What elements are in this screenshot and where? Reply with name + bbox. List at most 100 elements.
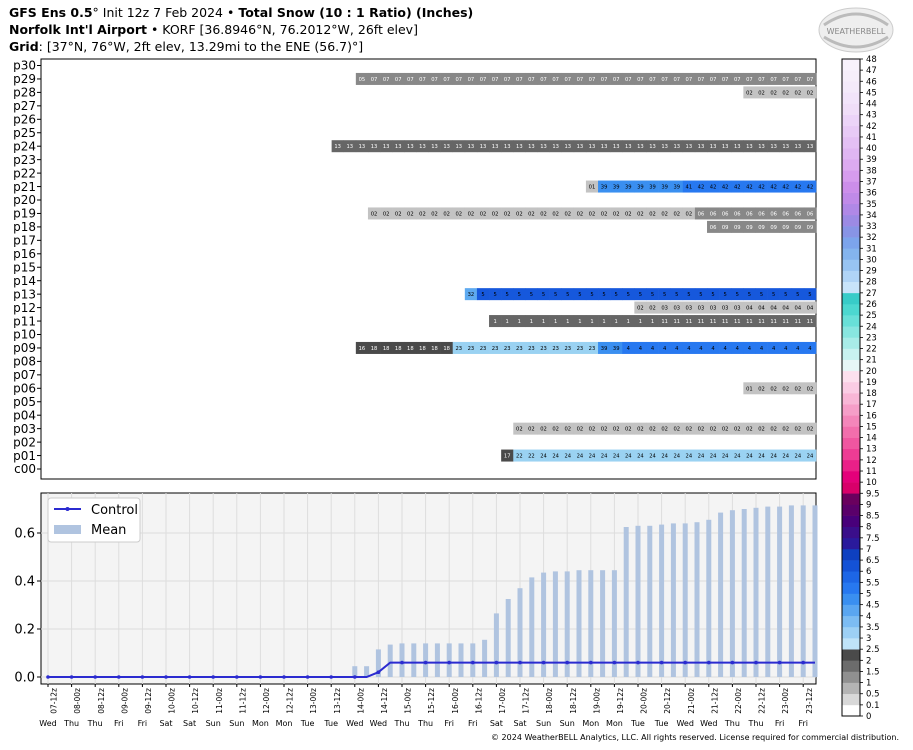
heat-cell-p21-48 (622, 180, 635, 193)
heat-cell-label-p01-39: 22 (516, 454, 523, 460)
heat-cell-label-p01-40: 22 (528, 454, 535, 460)
heat-cell-p19-28 (380, 207, 393, 220)
heat-cell-p09-59 (755, 341, 768, 354)
heat-cell-p19-56 (719, 207, 732, 220)
heat-cell-p21-45 (585, 180, 599, 193)
colorbar-label-22: 22 (866, 345, 877, 355)
day-label: Sat (513, 719, 526, 728)
colorbar-label-1.5: 1.5 (866, 667, 880, 677)
heat-cell-label-p19-36: 02 (480, 211, 487, 217)
colorbar-label-23: 23 (866, 333, 877, 343)
heat-cell-p29-38 (501, 72, 514, 85)
heat-cell-label-p09-36: 23 (480, 346, 487, 352)
mean-bar (576, 570, 582, 677)
heat-cell-p29-32 (428, 72, 441, 85)
heat-cell-label-p01-50: 24 (649, 454, 656, 460)
heat-cell-label-p06-63: 02 (807, 386, 814, 392)
heat-cell-p18-55 (707, 220, 720, 233)
heat-cell-label-p19-46: 02 (601, 211, 608, 217)
heat-cell-label-p24-34: 13 (455, 144, 462, 150)
colorbar-segment-7.5 (842, 526, 860, 539)
heat-cell-label-p11-60: 11 (770, 319, 777, 325)
colorbar-segment-31 (842, 237, 860, 249)
heat-cell-p01-41 (537, 449, 550, 462)
heat-cell-p21-51 (658, 180, 671, 193)
heat-cell-p21-59 (755, 180, 768, 193)
member-label-p23: p23 (13, 153, 36, 167)
heat-cell-label-p01-54: 24 (698, 454, 705, 460)
colorbar-label-4.5: 4.5 (866, 601, 880, 611)
heat-cell-label-p09-35: 23 (468, 346, 475, 352)
mean-bar (364, 666, 370, 677)
heat-cell-p24-41 (537, 140, 550, 153)
heat-cell-label-p21-49: 39 (637, 185, 644, 191)
heat-cell-p13-53 (682, 288, 696, 301)
member-label-p27: p27 (13, 99, 36, 113)
heat-cell-label-p03-53: 02 (686, 427, 693, 433)
heat-cell-p06-63 (803, 382, 817, 395)
heat-cell-p12-54 (694, 301, 708, 314)
colorbar-segment-2.5 (842, 638, 860, 650)
colorbar-label-0.1: 0.1 (866, 701, 880, 711)
heat-cell-p28-62 (791, 86, 805, 99)
heat-cell-label-p29-26: 05 (359, 77, 366, 83)
heat-cell-p24-56 (719, 140, 732, 153)
heat-cell-label-p11-63: 11 (807, 319, 814, 325)
heat-cell-p19-50 (646, 207, 659, 220)
heat-cell-label-p19-38: 02 (504, 211, 511, 217)
colorbar-segment-36 (842, 181, 860, 193)
colorbar-label-24: 24 (866, 322, 877, 332)
heat-cell-p21-62 (791, 180, 805, 193)
heat-cell-p29-43 (561, 72, 575, 85)
colorbar-segment-6 (842, 560, 860, 572)
heat-cell-p13-39 (513, 288, 526, 301)
mean-bar (434, 643, 440, 677)
member-label-p18: p18 (13, 220, 36, 234)
colorbar-label-32: 32 (866, 233, 877, 243)
colorbar-segment-17 (842, 393, 860, 405)
heat-cell-label-p19-48: 02 (625, 211, 632, 217)
heat-cell-label-p19-33: 02 (443, 211, 450, 217)
heat-cell-label-p19-53: 02 (686, 211, 693, 217)
heat-cell-p24-31 (416, 140, 429, 153)
heat-cell-p03-44 (573, 422, 587, 435)
colorbar-segment-15 (842, 415, 860, 427)
legend-mean-label: Mean (91, 523, 126, 538)
heat-cell-label-p18-57: 09 (734, 225, 741, 231)
colorbar-segment-3.5 (842, 615, 860, 628)
heat-cell-label-p01-55: 24 (710, 454, 717, 460)
heat-cell-label-p11-38: 1 (506, 319, 509, 325)
heat-cell-p19-44 (573, 207, 587, 220)
heat-cell-p19-58 (743, 207, 756, 220)
heat-cell-p12-52 (670, 301, 684, 314)
heat-cell-p24-39 (513, 140, 526, 153)
heat-cell-p21-54 (694, 180, 708, 193)
mean-bar (541, 572, 547, 677)
heat-cell-p01-47 (610, 449, 623, 462)
colorbar-segment-25 (842, 303, 860, 316)
heat-cell-label-p11-54: 11 (698, 319, 705, 325)
heat-cell-p11-56 (719, 315, 732, 328)
heat-cell-label-p01-62: 24 (795, 454, 802, 460)
heat-cell-p29-63 (803, 72, 817, 85)
colorbar-label-2.5: 2.5 (866, 645, 880, 655)
heat-cell-label-p01-60: 24 (770, 454, 777, 460)
heat-cell-p18-63 (803, 220, 817, 233)
heat-cell-label-p06-59: 02 (758, 386, 765, 392)
heat-cell-label-p11-46: 1 (602, 319, 605, 325)
heat-cell-label-p29-31: 07 (419, 77, 426, 83)
mean-bar (564, 571, 570, 677)
heat-cell-p24-30 (404, 140, 417, 153)
x-tick-label: 19-12z (616, 688, 625, 714)
control-point (93, 675, 97, 679)
heat-cell-label-p29-30: 07 (407, 77, 414, 83)
heat-cell-label-p29-37: 07 (492, 77, 499, 83)
heat-cell-p12-49 (634, 301, 647, 314)
control-point (754, 660, 758, 665)
x-tick-label: 19-00z (592, 688, 601, 714)
heat-cell-label-p21-57: 42 (734, 185, 741, 191)
mean-bar (588, 570, 594, 677)
heat-cell-p01-57 (731, 449, 744, 462)
heat-cell-p24-29 (392, 140, 405, 153)
heat-cell-p29-62 (791, 72, 805, 85)
